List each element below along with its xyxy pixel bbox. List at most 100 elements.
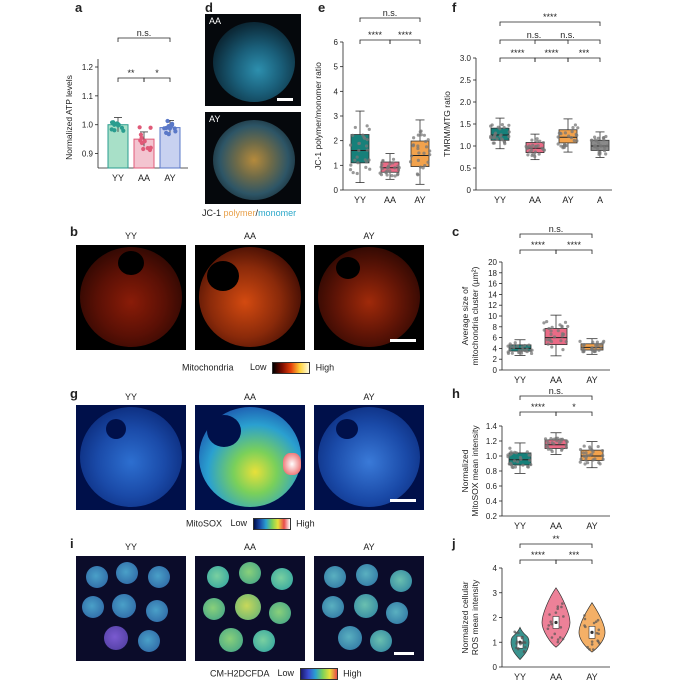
y-tick-label: 1.1 <box>82 92 94 101</box>
y-tick-label: 2 <box>493 614 498 623</box>
panel-label-j: j <box>452 536 456 551</box>
data-point <box>590 138 594 142</box>
y-tick-label: 2.5 <box>460 76 472 85</box>
data-point <box>162 126 167 131</box>
data-point <box>556 640 560 644</box>
data-point <box>391 161 395 165</box>
data-point <box>596 136 600 140</box>
data-point <box>579 457 583 461</box>
data-point <box>507 130 511 134</box>
data-point <box>109 127 114 132</box>
data-point <box>506 351 511 355</box>
data-point <box>535 139 539 144</box>
data-point <box>141 146 146 152</box>
data-point <box>381 159 385 164</box>
data-point <box>513 465 518 469</box>
data-point <box>602 144 606 148</box>
data-point <box>516 460 520 464</box>
mito-caption-text: Mitochondria <box>182 362 234 373</box>
x-category-label: AY <box>562 195 573 205</box>
significance-bracket <box>534 39 601 44</box>
significance-bracket <box>359 39 391 44</box>
data-point <box>591 450 595 454</box>
significance-label: n.s. <box>549 224 564 234</box>
violin-median <box>590 630 594 634</box>
data-point <box>573 123 578 127</box>
jc1-caption-polymer: polymer <box>223 208 256 218</box>
data-point <box>556 135 560 139</box>
data-point <box>416 158 420 163</box>
significance-bracket <box>359 17 421 22</box>
y-tick-label: 0.6 <box>486 482 498 491</box>
data-point <box>581 350 585 354</box>
data-point <box>365 124 369 128</box>
significance-label: n.s. <box>137 28 152 38</box>
cell <box>271 568 293 590</box>
data-point <box>529 351 534 356</box>
data-point <box>549 448 553 452</box>
jc1-image-aa: AA <box>205 14 301 106</box>
data-point <box>594 139 599 143</box>
data-point <box>393 174 397 178</box>
data-point <box>384 171 388 175</box>
jc1-caption-prefix: JC-1 <box>202 208 222 218</box>
cell <box>322 596 344 618</box>
y-tick-label: 4 <box>334 87 339 96</box>
significance-label: **** <box>531 550 546 560</box>
data-point <box>556 607 559 610</box>
x-category-label: AY <box>586 672 597 680</box>
data-point <box>591 340 595 344</box>
data-point <box>595 342 599 346</box>
data-point <box>562 332 566 336</box>
cell <box>324 566 346 588</box>
y-tick-label: 2 <box>334 137 339 146</box>
data-point <box>364 144 369 148</box>
y-axis-label: ROS mean intensity <box>470 579 480 655</box>
data-point <box>560 605 563 609</box>
data-point <box>553 632 557 636</box>
data-point <box>512 459 517 463</box>
data-point <box>597 141 601 145</box>
x-category-label: AY <box>586 375 597 385</box>
significance-bracket <box>499 57 536 62</box>
data-point <box>397 166 401 170</box>
data-point <box>518 455 522 460</box>
jc1-image-ay: AY <box>205 112 301 204</box>
significance-label: * <box>572 402 576 412</box>
significance-label: ** <box>552 534 560 544</box>
data-point <box>583 624 586 627</box>
mito-high-label: High <box>315 362 335 373</box>
mitosox-title-yy: YY <box>124 392 137 402</box>
data-point <box>596 444 600 449</box>
y-tick-label: 1.2 <box>82 63 94 72</box>
mito-title-yy: YY <box>124 231 137 241</box>
data-point <box>520 641 523 645</box>
data-point <box>545 338 550 342</box>
cell <box>354 594 378 618</box>
y-axis-label: Normalized cellular <box>460 581 470 653</box>
data-point <box>590 640 594 643</box>
significance-label: ** <box>127 68 135 78</box>
x-category-label: A <box>597 195 603 205</box>
jc1-label-aa: AA <box>209 16 222 26</box>
data-point <box>596 147 600 151</box>
data-point <box>593 349 597 353</box>
mito-image-yy <box>76 245 186 350</box>
data-point <box>148 125 153 130</box>
data-point <box>357 141 361 146</box>
data-point <box>564 340 568 344</box>
data-point <box>509 463 514 467</box>
data-point <box>516 647 520 651</box>
y-tick-label: 1.0 <box>460 142 472 151</box>
data-point <box>396 172 400 176</box>
violin-median <box>554 620 558 625</box>
mitosox-high-label: High <box>296 518 315 529</box>
cell <box>86 566 108 588</box>
data-point <box>422 151 426 155</box>
rainbow-colorbar <box>299 668 338 680</box>
data-point <box>508 347 512 351</box>
significance-label: **** <box>567 240 582 250</box>
data-point <box>542 321 546 325</box>
jc1-caption-monomer: monomer <box>258 208 297 218</box>
data-point <box>391 157 396 161</box>
